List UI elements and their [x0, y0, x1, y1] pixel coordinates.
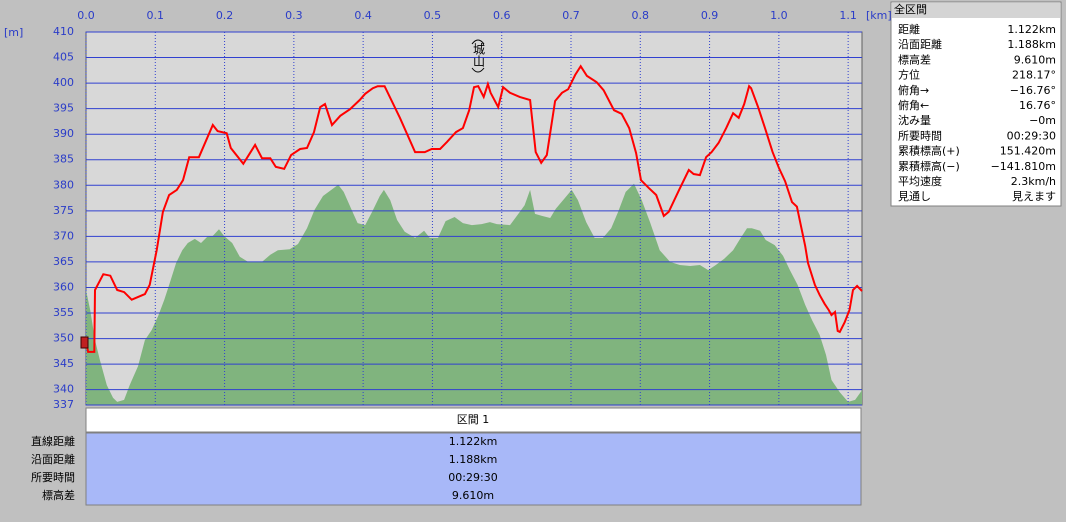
info-label: 距離 — [898, 22, 920, 36]
info-value: 16.76° — [1019, 99, 1056, 112]
segment-label: 直線距離 — [31, 434, 75, 448]
y-tick-label: 345 — [53, 357, 74, 370]
x-tick-label: 0.1 — [147, 9, 165, 22]
info-value: 1.122km — [1007, 23, 1056, 36]
y-tick-label: 350 — [53, 332, 74, 345]
y-tick-label: 365 — [53, 255, 74, 268]
route-line — [85, 64, 863, 353]
info-value: 9.610m — [1014, 53, 1056, 66]
x-tick-label: 1.0 — [770, 9, 788, 22]
y-tick-label: 400 — [53, 76, 74, 89]
segment-value: 9.610m — [452, 489, 494, 502]
info-value: 00:29:30 — [1007, 129, 1056, 142]
y-tick-label: 410 — [53, 25, 74, 38]
info-label: 俯角→ — [898, 83, 929, 97]
x-tick-label: 0.0 — [77, 9, 95, 22]
segment-label: 所要時間 — [31, 471, 75, 484]
info-value: 218.17° — [1012, 69, 1056, 82]
info-value: 151.420m — [1000, 145, 1056, 158]
info-label: 累積標高(+) — [898, 144, 960, 158]
x-tick-label: 0.5 — [424, 9, 442, 22]
y-tick-label: 370 — [53, 229, 74, 242]
x-tick-label: 1.1 — [839, 9, 857, 22]
x-tick-label: 0.9 — [701, 9, 719, 22]
info-label: 平均速度 — [898, 174, 942, 188]
x-tick-label: 0.4 — [354, 9, 372, 22]
x-tick-label: 0.2 — [216, 9, 234, 22]
x-tick-label: 0.7 — [562, 9, 580, 22]
info-label: 見通し — [898, 190, 931, 203]
segment-value: 00:29:30 — [448, 471, 497, 484]
info-value: 2.3km/h — [1011, 175, 1056, 188]
peak-annotation: 城山 — [472, 43, 486, 67]
y-tick-label: 355 — [53, 306, 74, 319]
info-value: 1.188km — [1007, 38, 1056, 51]
x-tick-label: 0.8 — [632, 9, 650, 22]
y-tick-label: 375 — [53, 204, 74, 217]
y-axis-unit: [m] — [4, 26, 23, 39]
info-label: 俯角← — [898, 98, 929, 112]
segment-value: 1.188km — [449, 453, 498, 466]
segment-header: 区間 1 — [457, 413, 490, 426]
y-tick-label: 340 — [53, 383, 74, 396]
x-tick-label: 0.6 — [493, 9, 511, 22]
segment-header-cell — [85, 407, 862, 433]
x-tick-label: 0.3 — [285, 9, 303, 22]
segment-value: 1.122km — [449, 435, 498, 448]
info-label: 累積標高(−) — [898, 159, 960, 173]
info-value: −141.810m — [991, 160, 1056, 173]
info-label: 沈み量 — [898, 113, 931, 127]
segment-label: 沿面距離 — [31, 452, 75, 466]
info-label: 標高差 — [898, 52, 931, 66]
info-value: 見えます — [1012, 190, 1056, 203]
y-tick-label: 337 — [53, 398, 74, 411]
segment-label: 標高差 — [42, 488, 75, 502]
info-value: −0m — [1029, 114, 1056, 127]
y-tick-label: 380 — [53, 178, 74, 191]
y-tick-label: 395 — [53, 102, 74, 115]
y-tick-label: 360 — [53, 280, 74, 293]
info-label: 方位 — [898, 68, 920, 82]
segment-body — [85, 432, 862, 506]
terrain-area — [86, 183, 862, 405]
info-value: −16.76° — [1010, 84, 1056, 97]
annotation-bracket — [471, 39, 485, 73]
y-tick-label: 390 — [53, 127, 74, 140]
info-label: 所要時間 — [898, 129, 942, 142]
y-tick-label: 385 — [53, 153, 74, 166]
x-axis-unit: [km] — [866, 9, 892, 22]
start-marker — [80, 336, 89, 349]
y-tick-label: 405 — [53, 51, 74, 64]
info-label: 沿面距離 — [898, 37, 942, 51]
info-panel — [890, 1, 1062, 207]
info-title-bar — [892, 3, 1060, 18]
info-title: 全区間 — [894, 2, 927, 16]
